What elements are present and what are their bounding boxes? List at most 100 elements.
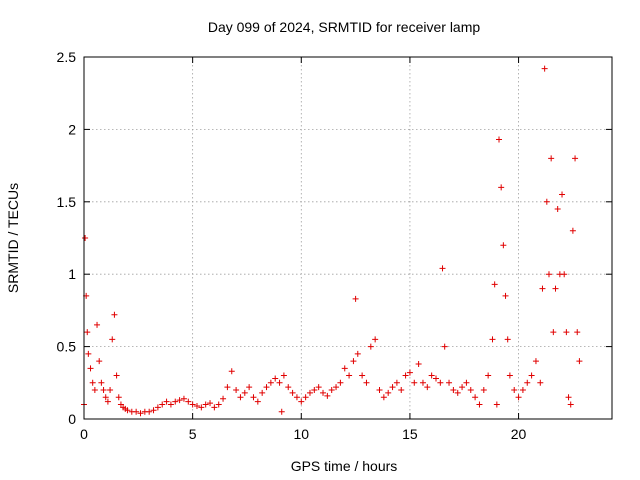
y-tick-label: 0 — [68, 411, 76, 427]
chart-title: Day 099 of 2024, SRMTID for receiver lam… — [208, 19, 481, 35]
data-point — [354, 350, 361, 357]
data-point — [311, 387, 318, 394]
data-point — [406, 369, 413, 376]
data-point — [94, 321, 101, 328]
data-point — [241, 389, 248, 396]
data-point — [359, 372, 366, 379]
data-point — [133, 408, 140, 415]
data-point — [215, 401, 222, 408]
data-point — [376, 387, 383, 394]
data-point — [539, 285, 546, 292]
data-point — [437, 379, 444, 386]
data-point — [172, 398, 179, 405]
data-point — [389, 384, 396, 391]
data-point — [569, 227, 576, 234]
data-point — [87, 365, 94, 372]
data-point — [491, 281, 498, 288]
data-point — [552, 285, 559, 292]
axis-ticks: 0 5 10 15 20 0 0.5 1 1.5 2 2.5 — [57, 49, 612, 442]
data-point — [137, 410, 144, 417]
x-tick-label: 0 — [80, 426, 88, 442]
data-point — [428, 372, 435, 379]
data-point — [463, 379, 470, 386]
data-point — [272, 375, 279, 382]
data-point — [233, 387, 240, 394]
data-point — [441, 343, 448, 350]
data-point — [202, 401, 209, 408]
data-point — [498, 184, 505, 191]
data-point — [519, 387, 526, 394]
data-point — [115, 394, 122, 401]
data-point — [515, 394, 522, 401]
x-tick-label: 15 — [402, 426, 418, 442]
data-point — [84, 329, 91, 336]
data-point — [267, 379, 274, 386]
data-point — [146, 408, 153, 415]
data-point — [367, 343, 374, 350]
data-point — [324, 392, 331, 399]
data-point — [259, 389, 266, 396]
data-point — [293, 394, 300, 401]
data-point — [91, 387, 98, 394]
data-point — [380, 394, 387, 401]
data-point — [450, 387, 457, 394]
data-point — [285, 384, 292, 391]
y-tick-label: 1 — [68, 266, 76, 282]
x-axis-label: GPS time / hours — [291, 458, 398, 474]
data-point — [328, 387, 335, 394]
data-point — [496, 136, 503, 143]
data-point — [302, 394, 309, 401]
data-point — [346, 372, 353, 379]
plot-frame — [83, 56, 613, 420]
data-point — [506, 372, 513, 379]
data-point — [500, 242, 507, 249]
y-tick-label: 1.5 — [57, 194, 77, 210]
data-point — [159, 401, 166, 408]
data-point — [502, 292, 509, 299]
data-point — [280, 372, 287, 379]
data-point — [207, 400, 214, 407]
data-point — [480, 387, 487, 394]
data-point — [398, 387, 405, 394]
data-point — [424, 384, 431, 391]
data-points — [81, 65, 583, 417]
data-point — [472, 394, 479, 401]
data-point — [439, 265, 446, 272]
data-point — [104, 398, 111, 405]
data-point — [372, 336, 379, 343]
data-point — [572, 155, 579, 162]
y-tick-label: 0.5 — [57, 339, 77, 355]
data-point — [224, 384, 231, 391]
data-point — [298, 398, 305, 405]
data-point — [476, 401, 483, 408]
y-tick-label: 2 — [68, 121, 76, 137]
data-point — [402, 372, 409, 379]
data-point — [576, 358, 583, 365]
data-point — [246, 384, 253, 391]
data-point — [107, 387, 114, 394]
data-point — [82, 235, 89, 241]
grid — [84, 57, 612, 419]
data-point — [289, 389, 296, 396]
data-point — [363, 379, 370, 386]
data-point — [89, 379, 96, 386]
data-point — [163, 398, 170, 405]
x-tick-label: 5 — [189, 426, 197, 442]
data-point — [98, 379, 105, 386]
data-point — [419, 379, 426, 386]
data-point — [124, 407, 131, 414]
data-point — [111, 311, 118, 318]
data-point — [211, 404, 218, 411]
data-point — [511, 387, 518, 394]
data-point — [489, 336, 496, 343]
data-point — [220, 395, 227, 402]
data-point — [198, 404, 205, 411]
data-point — [189, 401, 196, 408]
data-point — [415, 360, 422, 367]
data-point — [85, 350, 92, 357]
data-point — [154, 404, 161, 411]
data-point — [548, 155, 555, 162]
data-point — [276, 379, 283, 386]
data-point — [180, 395, 187, 402]
